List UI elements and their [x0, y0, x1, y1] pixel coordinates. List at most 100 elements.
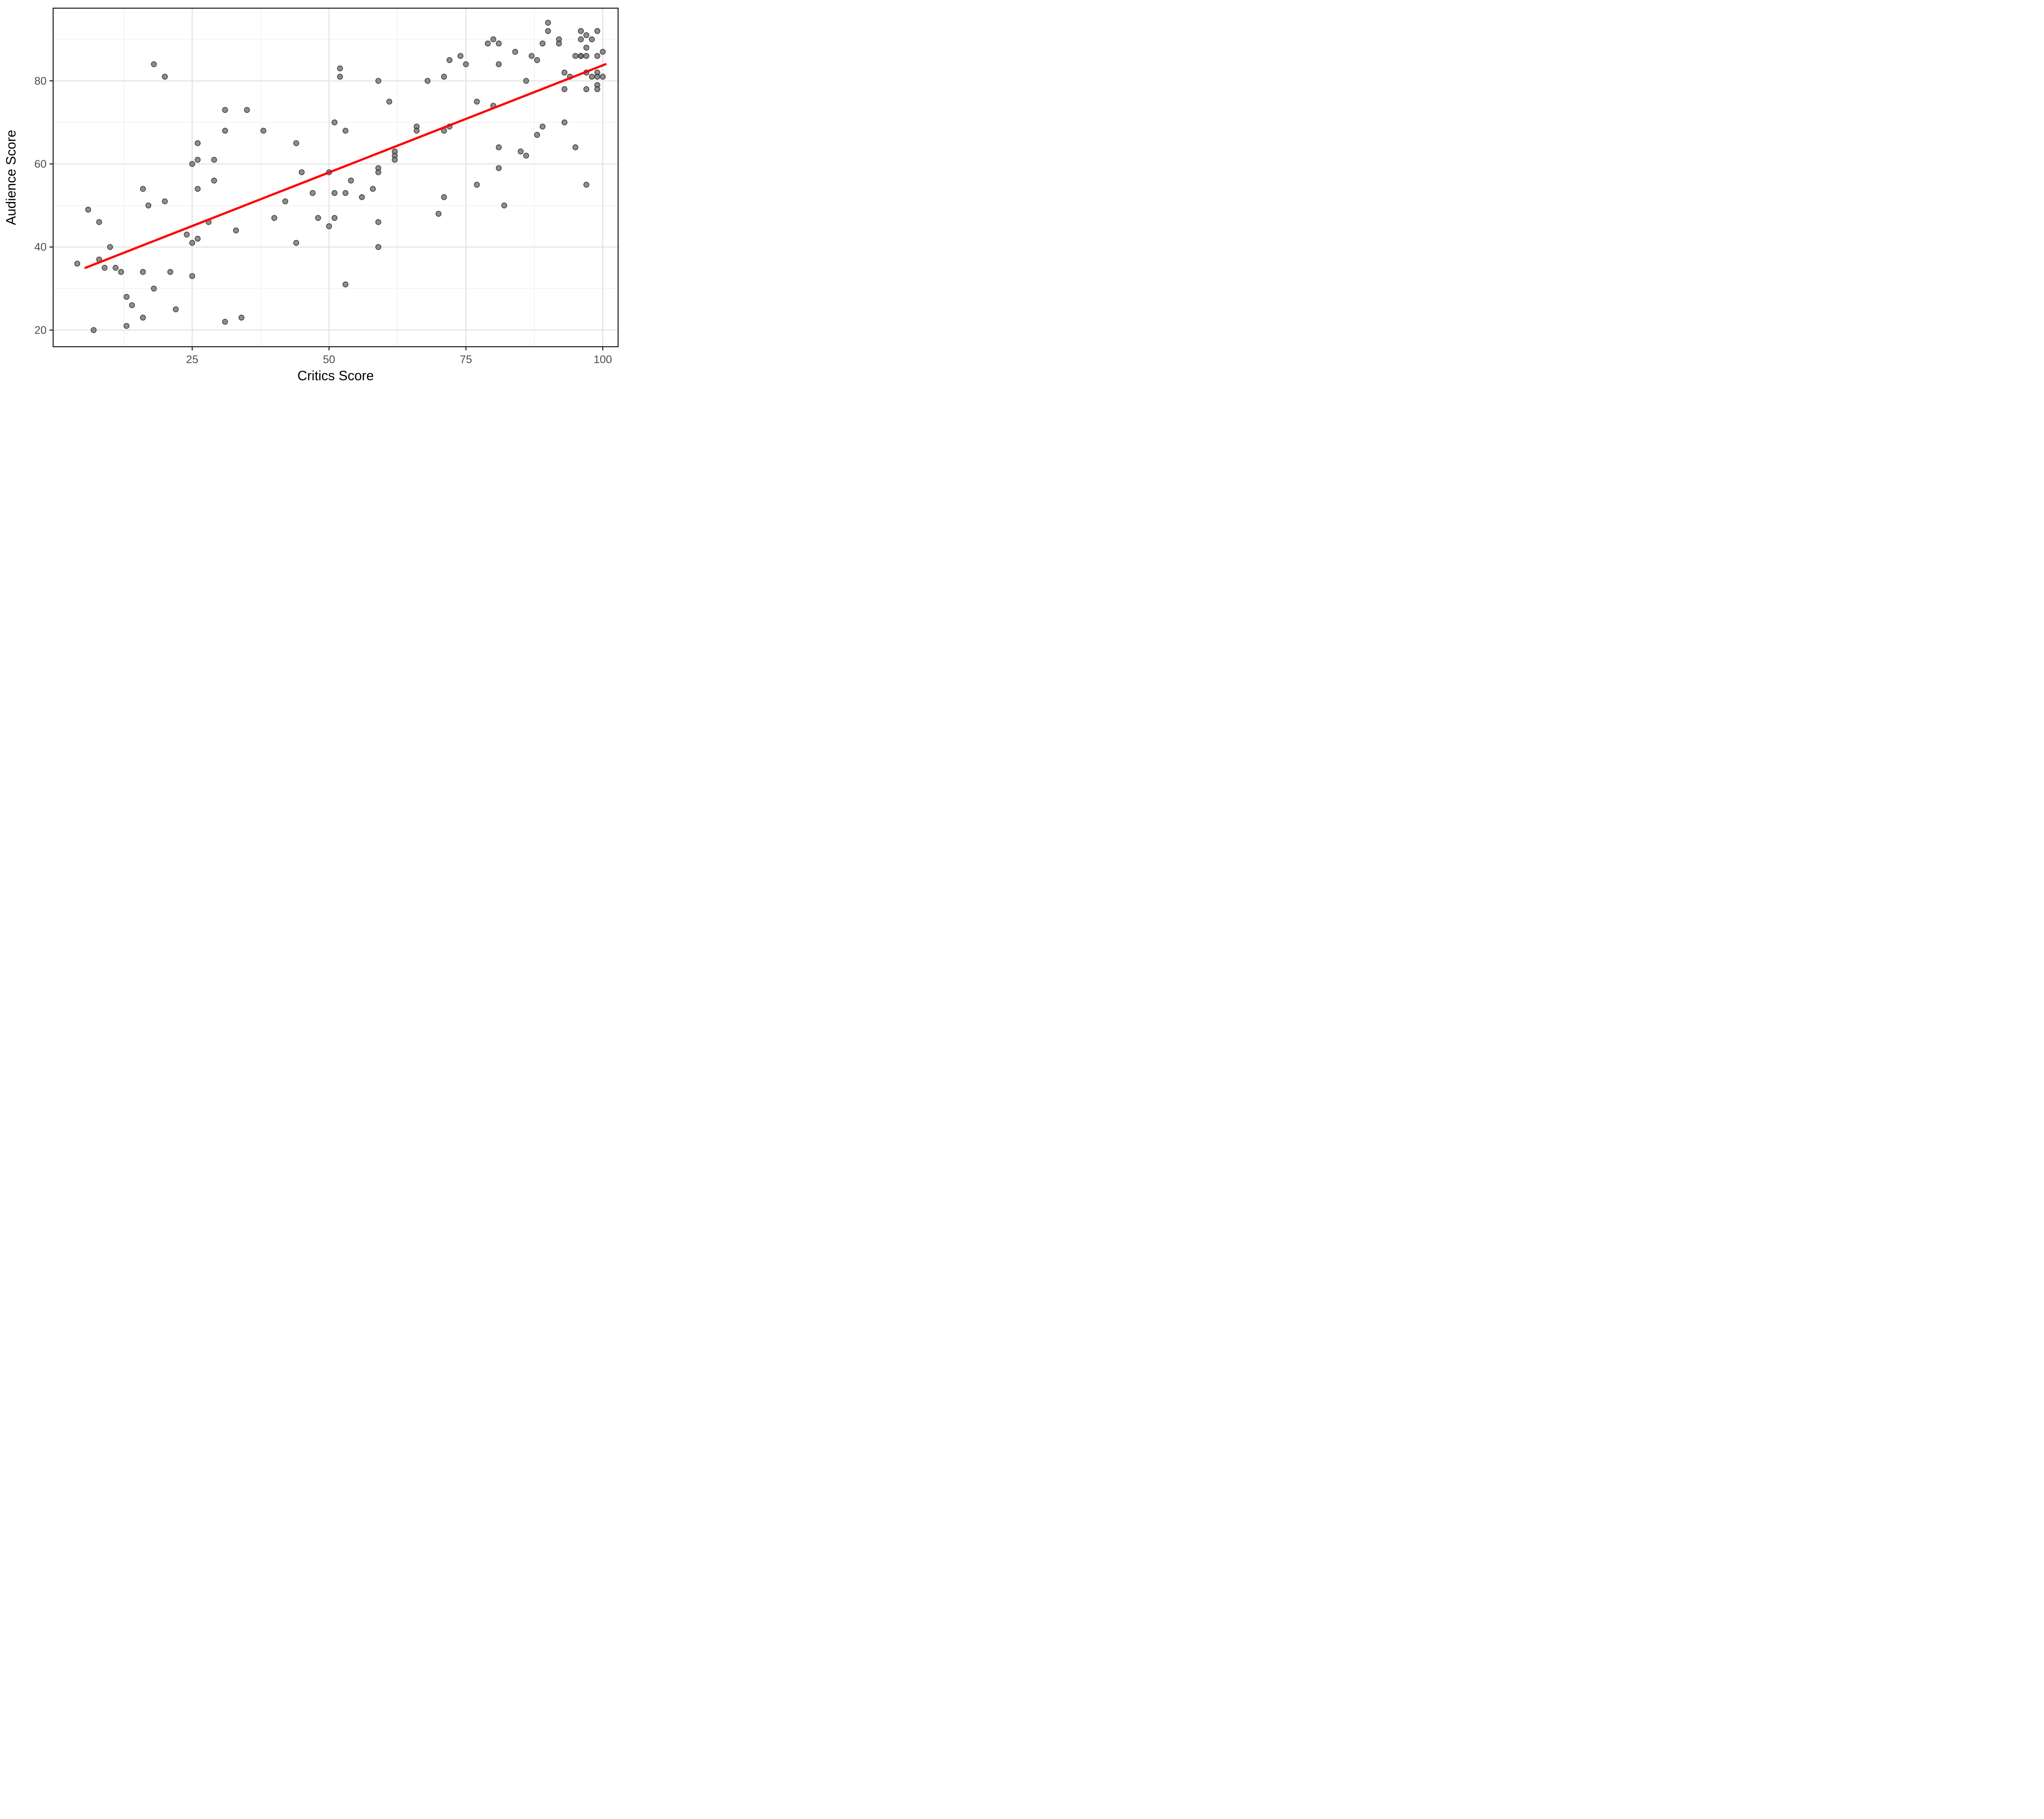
data-point: [238, 314, 244, 321]
data-point: [561, 86, 567, 92]
data-point: [332, 215, 338, 221]
data-point: [583, 182, 589, 188]
data-point: [539, 123, 546, 130]
data-point: [413, 128, 420, 134]
data-point: [342, 190, 349, 196]
data-point: [195, 140, 201, 146]
data-point: [85, 206, 91, 213]
data-point: [298, 169, 305, 175]
data-point: [545, 28, 551, 34]
data-point: [222, 128, 228, 134]
y-tick-label: 20: [34, 324, 47, 336]
data-point: [211, 177, 217, 184]
data-point: [386, 99, 392, 105]
data-point: [589, 74, 595, 80]
data-point: [101, 265, 108, 271]
data-point: [495, 165, 502, 171]
data-point: [441, 74, 447, 80]
data-point: [446, 57, 453, 63]
data-point: [572, 144, 578, 150]
y-axis-ticks: 20 40 60 80: [34, 75, 53, 336]
data-point: [222, 107, 228, 113]
data-point: [578, 36, 584, 43]
data-point: [195, 157, 201, 163]
data-point: [561, 70, 567, 76]
data-point: [189, 161, 195, 167]
data-point: [184, 231, 190, 238]
data-point: [578, 28, 584, 34]
data-point: [583, 32, 589, 38]
data-point: [474, 99, 480, 105]
data-point: [151, 285, 157, 292]
x-tick-label: 100: [594, 353, 612, 366]
data-point: [309, 190, 316, 196]
data-point: [375, 78, 381, 84]
data-point: [435, 211, 442, 217]
data-point: [260, 128, 267, 134]
data-point: [315, 215, 321, 221]
data-point: [96, 219, 102, 225]
data-point: [293, 240, 299, 246]
data-point: [375, 169, 381, 175]
data-point: [594, 53, 601, 59]
data-point: [600, 49, 606, 55]
data-point: [90, 327, 97, 333]
x-tick-label: 25: [186, 353, 198, 366]
data-point: [534, 132, 540, 138]
panel-border: [52, 7, 619, 348]
data-point: [578, 53, 584, 59]
scatter-points: [74, 20, 606, 333]
data-point: [282, 198, 288, 204]
regression-line: [84, 63, 607, 269]
y-tick-label: 80: [34, 75, 47, 87]
y-axis-title: Audience Score: [3, 130, 18, 225]
data-point: [424, 78, 431, 84]
data-point: [359, 194, 365, 200]
x-tick-label: 50: [323, 353, 335, 366]
data-point: [457, 53, 464, 59]
data-point: [583, 86, 589, 92]
data-point: [523, 153, 529, 159]
data-point: [474, 182, 480, 188]
data-point: [233, 227, 239, 233]
data-point: [495, 144, 502, 150]
y-tick-label: 40: [34, 241, 47, 253]
x-axis-ticks: 25 50 75 100: [186, 347, 612, 366]
data-point: [189, 240, 195, 246]
data-point: [123, 323, 130, 329]
data-point: [112, 265, 119, 271]
data-point: [495, 40, 502, 47]
y-tick-label: 60: [34, 158, 47, 170]
data-point: [501, 202, 507, 209]
data-point: [392, 157, 398, 163]
data-point: [534, 57, 540, 63]
data-point: [556, 40, 562, 47]
data-point: [161, 74, 168, 80]
data-point: [594, 86, 601, 92]
data-point: [189, 273, 195, 279]
data-point: [140, 269, 146, 275]
data-point: [332, 119, 338, 126]
data-point: [337, 65, 343, 72]
data-point: [518, 148, 524, 155]
x-tick-label: 75: [460, 353, 472, 366]
data-point: [600, 74, 606, 80]
data-point: [195, 186, 201, 192]
data-point: [561, 119, 567, 126]
scatter-plot-figure: 25 50 75 100 20 40 60 80 Critics Score Audienc…: [0, 0, 632, 390]
data-point: [589, 36, 595, 43]
data-point: [594, 28, 601, 34]
data-point: [463, 61, 469, 67]
minor-gridlines: [53, 8, 618, 347]
data-point: [326, 223, 332, 229]
data-point: [490, 36, 496, 43]
data-point: [211, 157, 217, 163]
data-point: [529, 53, 535, 59]
major-gridlines: [53, 8, 618, 347]
data-point: [594, 74, 601, 80]
data-point: [375, 244, 381, 250]
data-point: [140, 314, 146, 321]
plot-canvas: 25 50 75 100 20 40 60 80 Critics Score Audienc…: [3, 7, 619, 383]
data-point: [545, 20, 551, 26]
data-point: [370, 186, 376, 192]
